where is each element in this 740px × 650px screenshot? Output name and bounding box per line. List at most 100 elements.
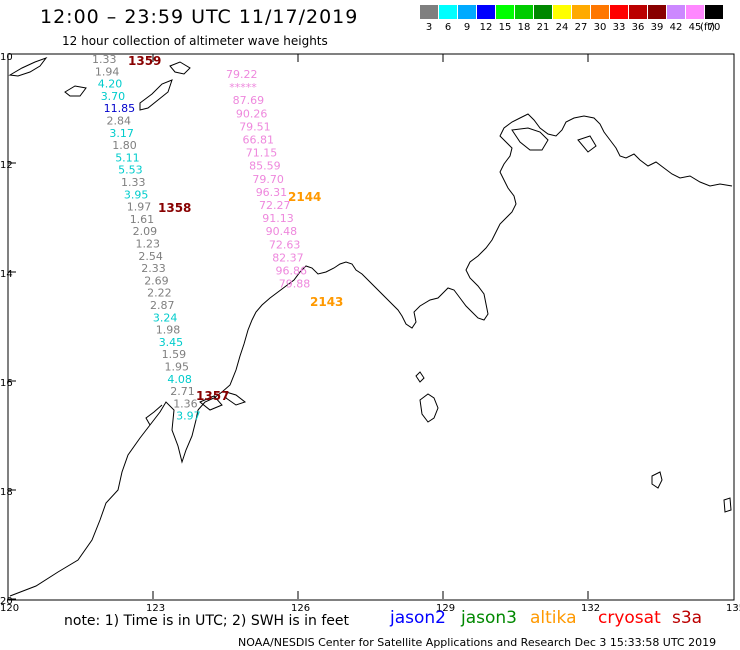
wave-height-value: 3.45: [159, 336, 184, 349]
legend-swatch: [534, 5, 552, 19]
wave-height-value: 1.98: [156, 324, 181, 337]
legend-swatch: [667, 5, 685, 19]
lat-label: 18: [0, 487, 13, 498]
wave-height-value: 3.97: [176, 410, 201, 423]
pass-label: 1357: [196, 389, 229, 403]
wave-height-value: 2.71: [170, 385, 195, 398]
wave-height-value: 2.87: [150, 299, 175, 312]
legend-label: 18: [517, 22, 531, 33]
wave-height-value: 1.94: [95, 65, 120, 78]
legend-swatch: [420, 5, 438, 19]
satellite-cryosat: cryosat: [598, 608, 661, 628]
credit-line: NOAA/NESDIS Center for Satellite Applica…: [238, 636, 717, 649]
wave-height-value: 1.33: [121, 176, 146, 189]
wave-height-value: 3.24: [153, 311, 178, 324]
legend-swatch: [477, 5, 495, 19]
legend-label: 6: [444, 22, 452, 33]
wave-height-value: 79.88: [279, 278, 311, 291]
lat-label: 14: [0, 269, 13, 280]
pass-label: 2144: [288, 190, 321, 204]
wave-height-value: 79.22: [226, 68, 258, 81]
legend-swatch: [496, 5, 514, 19]
wave-height-value: 1.97: [127, 201, 152, 214]
legend-label: 3: [425, 22, 433, 33]
legend-swatch: [629, 5, 647, 19]
wave-height-value: 1.80: [112, 139, 137, 152]
lat-label: 10: [0, 52, 13, 63]
wave-height-value: 3.70: [101, 90, 126, 103]
wave-height-value: 91.13: [262, 212, 294, 225]
wave-height-value: 2.69: [144, 274, 169, 287]
legend-swatch: [705, 5, 723, 19]
legend-label: 70: [707, 22, 721, 33]
legend-swatch: [572, 5, 590, 19]
legend-unit: (ft): [700, 22, 716, 33]
lon-label: 123: [146, 603, 165, 614]
wave-height-value: 71.15: [246, 147, 277, 160]
wave-height-value: 1.36: [173, 397, 198, 410]
legend-label: 9: [463, 22, 471, 33]
wave-height-value: 87.69: [233, 94, 265, 107]
pass-label: 2143: [310, 295, 343, 309]
legend-swatch: [439, 5, 457, 19]
wave-height-value: 1.59: [162, 348, 187, 361]
wave-height-value: 3.17: [109, 127, 133, 140]
legend-label: 15: [498, 22, 512, 33]
wave-height-value: 4.08: [167, 373, 192, 386]
legend-label: 12: [479, 22, 493, 33]
wave-height-value: 2.33: [141, 262, 166, 275]
wave-height-value: 5.11: [115, 151, 140, 164]
wave-height-value: 2.22: [147, 287, 172, 300]
legend-label: 27: [574, 22, 588, 33]
legend-label: 21: [536, 22, 550, 33]
legend-label: 36: [631, 22, 645, 33]
wave-height-value: 1.23: [136, 238, 161, 251]
satellite-jason2: jason2: [390, 608, 446, 628]
wave-height-value: 90.26: [236, 107, 268, 120]
lat-label: 12: [0, 160, 13, 171]
legend-swatch: [515, 5, 533, 19]
map-frame: [7, 53, 735, 601]
legend-swatch: [458, 5, 476, 19]
legend-label: 39: [650, 22, 664, 33]
wave-height-value: 1.61: [130, 213, 155, 226]
wave-height-value: 1.33: [92, 53, 117, 66]
wave-height-value: 4.20: [98, 78, 123, 91]
lat-label: 20: [0, 596, 13, 607]
lat-label: 16: [0, 378, 13, 389]
wave-height-value: 85.59: [249, 160, 281, 173]
wave-height-value: 72.63: [269, 238, 301, 251]
wave-height-value: 82.37: [272, 251, 304, 264]
legend-label: 30: [593, 22, 607, 33]
legend-swatch: [610, 5, 628, 19]
wave-height-value: 90.48: [266, 225, 298, 238]
pass-label: 1358: [158, 201, 191, 215]
wave-height-value: 2.84: [107, 115, 132, 128]
wave-height-value: 96.86: [276, 265, 308, 278]
pass-label: 1359: [128, 54, 161, 68]
wave-height-value: 5.53: [118, 164, 143, 177]
lon-label: 132: [581, 603, 600, 614]
wave-height-value: 79.70: [252, 173, 284, 186]
satellite-s3a: s3a: [672, 608, 703, 628]
legend-label: 45: [688, 22, 702, 33]
wave-height-value: 11.85: [104, 102, 136, 115]
wave-height-value: 3.95: [124, 188, 148, 201]
legend-label: 33: [612, 22, 626, 33]
map-subtitle: 12 hour collection of altimeter wave hei…: [62, 34, 328, 48]
altimeter-track-1: 1.331.944.203.7011.852.843.171.805.115.5…: [92, 53, 201, 423]
wave-height-value: 72.27: [259, 199, 291, 212]
wave-height-value: *****: [229, 81, 257, 94]
legend-swatch: [648, 5, 666, 19]
axis-ticks: [8, 53, 589, 600]
wave-height-value: 2.09: [133, 225, 158, 238]
legend-swatch: [686, 5, 704, 19]
wave-height-value: 66.81: [243, 134, 275, 147]
lon-label: 120: [0, 603, 19, 614]
lon-label: 126: [291, 603, 310, 614]
wave-height-value: 79.51: [239, 120, 271, 133]
coastline: [8, 56, 733, 597]
legend-label: 42: [669, 22, 683, 33]
wave-height-value: 1.95: [165, 361, 190, 374]
